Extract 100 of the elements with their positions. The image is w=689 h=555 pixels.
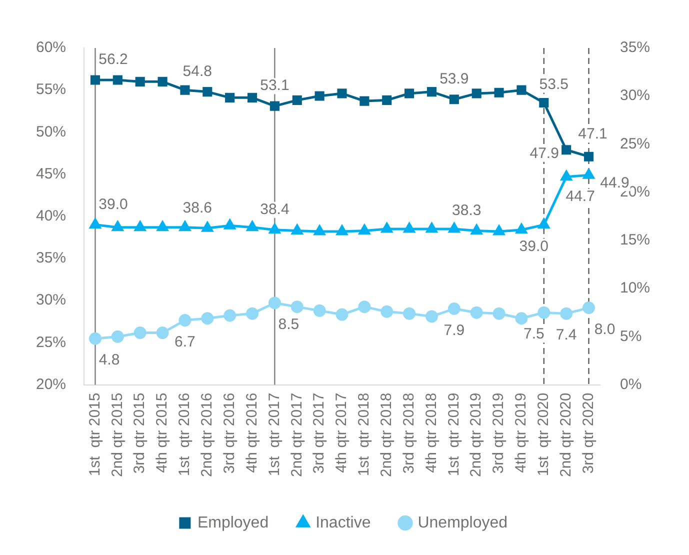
x-tick-label: 2nd qtr 2016 [198, 392, 216, 478]
data-label: 7.4 [556, 326, 577, 344]
point [246, 307, 259, 320]
point [201, 312, 214, 325]
data-label: 53.9 [440, 70, 469, 88]
point [516, 224, 528, 234]
point [494, 88, 504, 98]
data-label: 44.7 [566, 188, 595, 205]
point [178, 314, 192, 327]
point [268, 296, 281, 310]
point [448, 222, 460, 233]
legend-label: Employed [197, 514, 269, 532]
point [336, 308, 348, 321]
x-tick-label: 3rd qtr 2020 [580, 392, 597, 474]
y2-tick-label: 35% [620, 39, 650, 56]
data-label: 8.0 [594, 320, 616, 338]
point [292, 95, 302, 105]
point [515, 312, 528, 325]
point [202, 86, 212, 97]
y-tick-label: 40% [36, 208, 66, 225]
point [111, 330, 124, 343]
x-tick-label: 2nd qtr 2015 [108, 392, 126, 478]
point [337, 88, 347, 98]
y2-tick-label: 25% [620, 135, 650, 152]
y-tick-label: 35% [36, 250, 66, 267]
point [560, 170, 572, 181]
point [403, 307, 416, 320]
point [90, 218, 101, 229]
y2-tick-label: 5% [620, 328, 642, 345]
point [247, 92, 258, 102]
point [560, 307, 573, 320]
x-tick-label: 4th qtr 2015 [154, 392, 171, 473]
point [471, 224, 482, 234]
data-label: 38.6 [182, 199, 212, 216]
x-tick-label: 2nd qtr 2018 [378, 392, 396, 478]
y2-tick-label: 30% [620, 87, 650, 104]
point [562, 145, 572, 155]
point [426, 86, 437, 97]
point [135, 76, 145, 86]
point [180, 85, 190, 95]
x-tick-label: 1st qtr 2015 [86, 392, 104, 476]
point [472, 88, 482, 98]
data-label: 56.2 [98, 51, 128, 68]
point [358, 300, 371, 314]
point [380, 305, 394, 318]
point [314, 91, 324, 101]
point [470, 306, 483, 319]
data-label: 47.9 [530, 145, 559, 162]
x-tick-label: 3rd qtr 2016 [220, 392, 238, 474]
point [449, 94, 459, 104]
point [202, 222, 213, 232]
point [246, 221, 258, 232]
point [269, 224, 280, 234]
legend-label: Inactive [316, 514, 371, 532]
point [290, 300, 304, 314]
y-tick-label: 55% [36, 81, 66, 98]
point [583, 168, 594, 179]
point [516, 85, 526, 95]
y-tick-label: 20% [36, 376, 66, 393]
point [336, 225, 348, 236]
point [448, 302, 460, 315]
data-label: 53.5 [539, 76, 568, 93]
point [381, 222, 392, 233]
x-tick-label: 3rd qtr 2017 [310, 392, 328, 474]
data-label: 7.9 [444, 322, 465, 339]
point [492, 307, 506, 320]
y-tick-label: 30% [36, 292, 66, 309]
y-tick-label: 60% [36, 39, 66, 56]
point [425, 310, 438, 323]
point [224, 219, 236, 230]
y2-tick-label: 0% [620, 376, 642, 393]
x-tick-label: 1st qtr 2020 [535, 392, 552, 476]
point [224, 309, 236, 322]
point [88, 332, 102, 345]
legend-label: Unemployed [418, 514, 508, 532]
x-tick-label: 3rd qtr 2015 [131, 392, 148, 474]
x-tick-label: 2nd qtr 2019 [468, 392, 485, 478]
data-label: 39.0 [98, 196, 128, 213]
point [493, 225, 505, 236]
point [404, 222, 415, 233]
point [156, 326, 169, 340]
point [539, 98, 549, 108]
data-label: 47.1 [578, 126, 608, 143]
point [538, 218, 550, 229]
point [158, 76, 168, 86]
point [270, 101, 280, 111]
point [426, 222, 438, 233]
data-label: 54.8 [182, 62, 212, 80]
y-tick-label: 50% [36, 123, 66, 140]
x-tick-label: 3rd qtr 2019 [490, 392, 508, 474]
point [358, 224, 370, 234]
x-tick-label: 4th qtr 2018 [422, 392, 440, 473]
x-tick-label: 3rd qtr 2018 [400, 392, 418, 474]
x-tick-label: 2nd qtr 2017 [288, 392, 306, 478]
point [382, 95, 392, 105]
point [90, 75, 100, 85]
data-label: 53.1 [260, 77, 290, 94]
data-label: 4.8 [98, 352, 120, 369]
x-tick-label: 4th qtr 2016 [243, 392, 260, 473]
x-tick-label: 4th qtr 2019 [512, 392, 530, 473]
